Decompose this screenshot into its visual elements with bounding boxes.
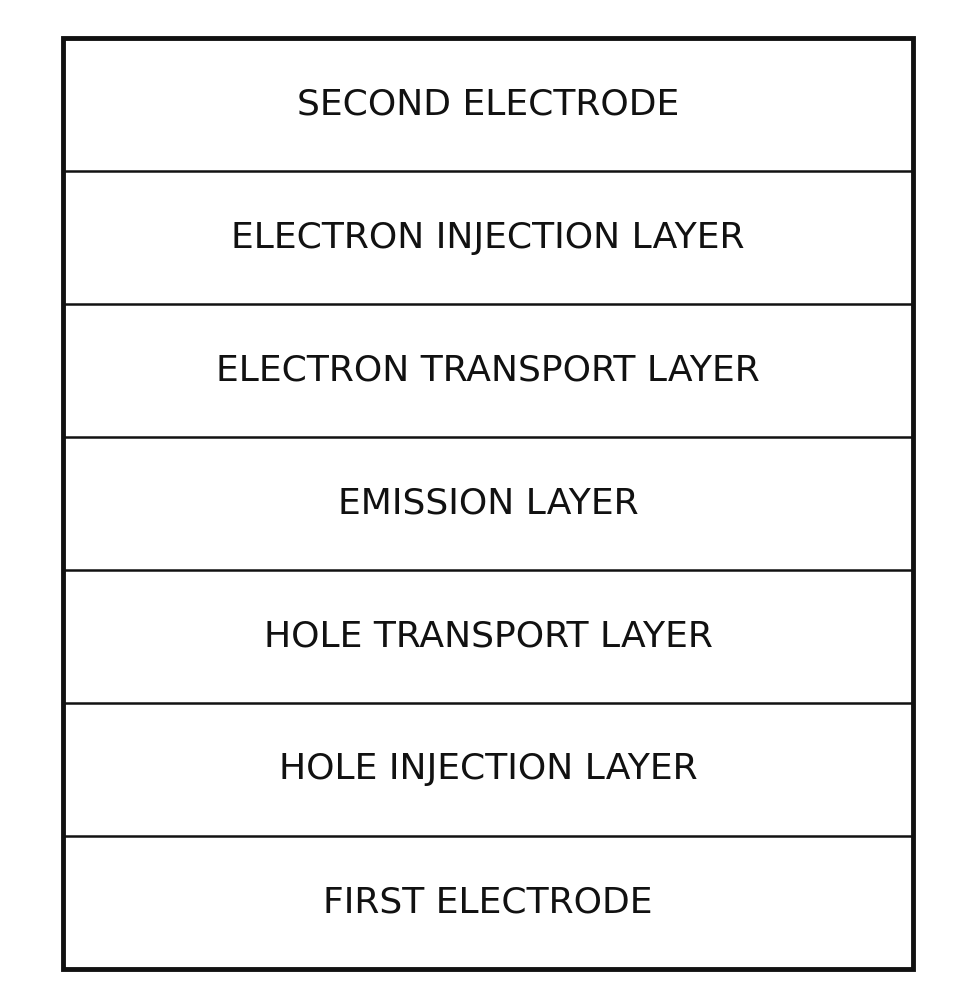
Text: ELECTRON TRANSPORT LAYER: ELECTRON TRANSPORT LAYER bbox=[216, 353, 760, 388]
Bar bbox=[63, 38, 913, 969]
Text: SECOND ELECTRODE: SECOND ELECTRODE bbox=[297, 88, 679, 122]
Text: ELECTRON INJECTION LAYER: ELECTRON INJECTION LAYER bbox=[231, 221, 745, 255]
Text: FIRST ELECTRODE: FIRST ELECTRODE bbox=[323, 885, 653, 919]
Text: HOLE TRANSPORT LAYER: HOLE TRANSPORT LAYER bbox=[264, 619, 712, 654]
Text: EMISSION LAYER: EMISSION LAYER bbox=[338, 486, 638, 521]
Text: HOLE INJECTION LAYER: HOLE INJECTION LAYER bbox=[279, 752, 697, 786]
